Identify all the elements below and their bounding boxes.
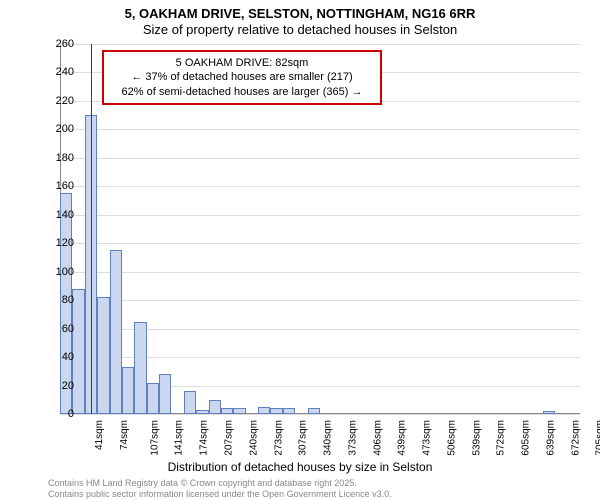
y-tick-label: 100: [56, 266, 74, 278]
x-tick-label: 605sqm: [521, 420, 532, 456]
x-tick-label: 141sqm: [174, 420, 185, 456]
annotation-line2: ← 37% of detached houses are smaller (21…: [112, 70, 372, 84]
y-tick-label: 260: [56, 38, 74, 50]
histogram-bar: [270, 408, 282, 414]
histogram-bar: [209, 400, 221, 414]
grid-line: [60, 243, 580, 244]
x-tick-label: 705sqm: [595, 420, 600, 456]
histogram-bar: [283, 408, 295, 414]
x-tick-label: 240sqm: [248, 420, 259, 456]
histogram-bar: [308, 408, 320, 414]
y-tick-label: 220: [56, 95, 74, 107]
x-tick-label: 74sqm: [119, 420, 130, 450]
x-tick-label: 473sqm: [422, 420, 433, 456]
histogram-bar: [97, 297, 109, 414]
grid-line: [60, 158, 580, 159]
histogram-bar: [233, 408, 245, 414]
x-tick-label: 273sqm: [273, 420, 284, 456]
y-tick-label: 20: [62, 380, 74, 392]
annotation-line3: 62% of semi-detached houses are larger (…: [112, 85, 372, 99]
footer-copyright-2: Contains public sector information licen…: [48, 489, 392, 499]
x-tick-label: 539sqm: [471, 420, 482, 456]
x-tick-label: 672sqm: [570, 420, 581, 456]
x-tick-label: 41sqm: [94, 420, 105, 450]
y-tick-label: 40: [62, 351, 74, 363]
x-tick-label: 340sqm: [323, 420, 334, 456]
y-tick-label: 140: [56, 209, 74, 221]
x-tick-label: 207sqm: [224, 420, 235, 456]
chart-title-line2: Size of property relative to detached ho…: [0, 22, 600, 37]
y-tick-label: 80: [62, 294, 74, 306]
histogram-bar: [147, 383, 159, 414]
histogram-bar: [110, 250, 122, 414]
histogram-bar: [159, 374, 171, 414]
grid-line: [60, 129, 580, 130]
grid-line: [60, 414, 580, 415]
grid-line: [60, 44, 580, 45]
property-marker-line: [91, 44, 92, 414]
grid-line: [60, 272, 580, 273]
x-tick-label: 373sqm: [347, 420, 358, 456]
grid-line: [60, 215, 580, 216]
plot-area: 5 OAKHAM DRIVE: 82sqm← 37% of detached h…: [60, 44, 580, 414]
y-tick-label: 240: [56, 66, 74, 78]
x-axis-label: Distribution of detached houses by size …: [0, 460, 600, 474]
chart-title-line1: 5, OAKHAM DRIVE, SELSTON, NOTTINGHAM, NG…: [0, 6, 600, 21]
histogram-bar: [122, 367, 134, 414]
y-tick-label: 60: [62, 323, 74, 335]
y-tick-label: 160: [56, 180, 74, 192]
x-tick-label: 639sqm: [545, 420, 556, 456]
histogram-bar: [543, 411, 555, 414]
x-tick-label: 506sqm: [446, 420, 457, 456]
x-tick-label: 406sqm: [372, 420, 383, 456]
grid-line: [60, 300, 580, 301]
y-tick-label: 200: [56, 123, 74, 135]
histogram-bar: [258, 407, 270, 414]
histogram-bar: [184, 391, 196, 414]
grid-line: [60, 186, 580, 187]
property-size-chart: 5, OAKHAM DRIVE, SELSTON, NOTTINGHAM, NG…: [0, 0, 600, 500]
y-tick-label: 120: [56, 237, 74, 249]
histogram-bar: [72, 289, 84, 414]
x-tick-label: 174sqm: [199, 420, 210, 456]
x-tick-label: 307sqm: [298, 420, 309, 456]
histogram-bar: [221, 408, 233, 414]
x-tick-label: 439sqm: [397, 420, 408, 456]
footer-copyright-1: Contains HM Land Registry data © Crown c…: [48, 478, 357, 488]
x-tick-label: 572sqm: [496, 420, 507, 456]
x-tick-label: 107sqm: [149, 420, 160, 456]
histogram-bar: [196, 410, 208, 414]
histogram-bar: [134, 322, 146, 415]
y-tick-label: 0: [68, 408, 74, 420]
annotation-box: 5 OAKHAM DRIVE: 82sqm← 37% of detached h…: [102, 50, 382, 105]
y-tick-label: 180: [56, 152, 74, 164]
annotation-line1: 5 OAKHAM DRIVE: 82sqm: [112, 56, 372, 70]
